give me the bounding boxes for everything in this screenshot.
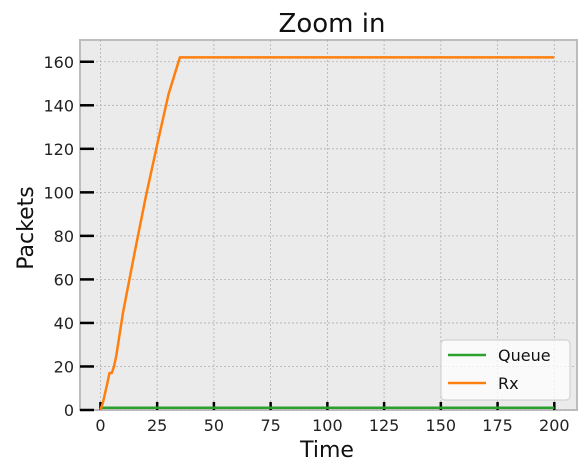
x-tick-label: 50	[204, 416, 224, 435]
x-tick-label: 25	[147, 416, 167, 435]
x-axis-label: Time	[299, 438, 354, 463]
chart-title: Zoom in	[279, 9, 386, 39]
y-tick-label: 0	[64, 401, 74, 420]
axis-ticks: 0 25 50 75 100 125 150 175 200 0 20 40 60 80 100 120 140…	[43, 53, 569, 435]
y-tick-label: 160	[43, 53, 74, 72]
x-tick-label: 175	[482, 416, 513, 435]
series-line-rx	[99, 56, 555, 411]
x-tick-label: 100	[312, 416, 343, 435]
y-tick-label: 100	[43, 183, 74, 202]
y-tick-label: 140	[43, 96, 74, 115]
x-tick-label: 200	[539, 416, 570, 435]
y-tick-label: 60	[54, 270, 74, 289]
legend-label-rx: Rx	[498, 374, 519, 393]
y-tick-label: 80	[54, 227, 74, 246]
x-tick-label: 150	[426, 416, 457, 435]
y-tick-label: 40	[54, 314, 74, 333]
y-tick-label: 120	[43, 140, 74, 159]
series-layer	[99, 56, 555, 411]
x-tick-label: 75	[260, 416, 280, 435]
y-tick-label: 20	[54, 357, 74, 376]
x-tick-label: 0	[95, 416, 105, 435]
legend: Queue Rx	[440, 339, 571, 401]
legend-label-queue: Queue	[498, 346, 551, 365]
x-tick-label: 125	[369, 416, 400, 435]
y-axis-label: Packets	[14, 186, 39, 269]
